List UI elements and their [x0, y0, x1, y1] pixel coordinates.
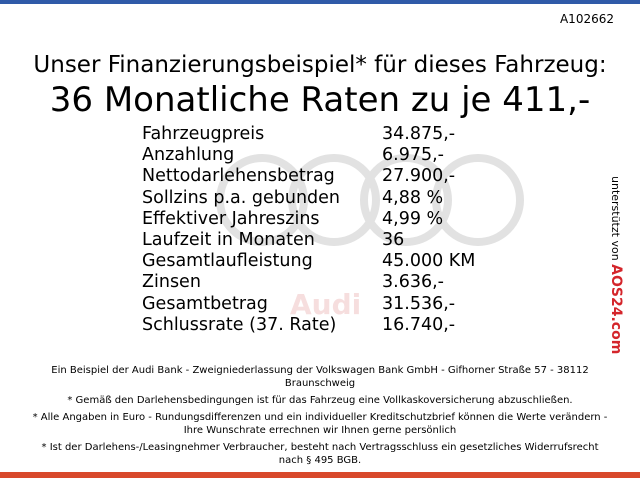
table-row: Nettodarlehensbetrag 27.900,- [0, 166, 600, 187]
sidebar-line: unterstützt von AOS24.com [608, 176, 624, 354]
subheadline: 36 Monatliche Raten zu je 411,- [49, 80, 591, 120]
logo: AOS24.com [608, 264, 624, 355]
footnote: * Gemäß den Darlehensbedingungen ist für… [67, 395, 573, 406]
table-row: Gesamtbetrag 31.536,- [0, 294, 600, 315]
row-value: 36 [382, 230, 405, 250]
footnote: * Ist der Darlehens-/Leasingnehmer Verbr… [41, 442, 599, 466]
row-label: Anzahlung [142, 145, 235, 166]
row-label: Fahrzeugpreis [142, 124, 265, 144]
footnote: * Alle Angaben in Euro - Rundungsdiffere… [32, 412, 608, 436]
row-label: Zinsen [142, 272, 201, 293]
row-value: 16.740,- [382, 314, 456, 335]
top-border [0, 0, 640, 4]
finance-table: Fahrzeugpreis 34.875,- Anzahlung 6.975,- Net… [0, 124, 600, 344]
row-label: Gesamtlaufleistung [142, 251, 313, 272]
row-label: Effektiver Jahreszins [142, 208, 320, 229]
table-row: Laufzeit in Monaten 36 [0, 230, 600, 251]
row-value: 27.900,- [382, 166, 456, 187]
row-value: 6.975,- [382, 145, 444, 166]
row-value: 4,88 % [382, 187, 444, 208]
row-label: Sollzins p.a. gebunden [142, 187, 341, 208]
headline: Unser Finanzierungsbeispiel* für dieses … [33, 52, 607, 78]
table-row: Fahrzeugpreis 34.875,- [0, 124, 600, 145]
row-label: Gesamtbetrag [142, 293, 268, 314]
sidebar-text: unterstützt von [609, 176, 622, 261]
table-row: Schlussrate (37. Rate) 16.740,- [0, 315, 600, 336]
row-value: 34.875,- [382, 124, 456, 144]
table-row: Sollzins p.a. gebunden 4,88 % [0, 188, 600, 209]
table-row: Gesamtlaufleistung 45.000 KM [0, 251, 600, 272]
row-value: 3.636,- [382, 272, 444, 293]
bottom-border [0, 472, 640, 478]
row-value: 4,99 % [382, 208, 444, 229]
row-label: Nettodarlehensbetrag [142, 166, 335, 187]
footnote: Ein Beispiel der Audi Bank - Zweignieder… [51, 365, 589, 389]
table-row: Zinsen 3.636,- [0, 272, 600, 293]
table-row: Anzahlung 6.975,- [0, 145, 600, 166]
row-label: Schlussrate (37. Rate) [142, 314, 337, 335]
reference: A102662 [559, 12, 614, 26]
row-label: Laufzeit in Monaten [142, 230, 315, 250]
table-row: Effektiver Jahreszins 4,99 % [0, 209, 600, 230]
row-value: 31.536,- [382, 293, 456, 314]
row-value: 45.000 KM [382, 251, 476, 272]
watermark: Audi [290, 288, 361, 321]
footnotes: Ein Beispiel der Audi Bank - Zweignieder… [30, 364, 610, 471]
sidebar: unterstützt von AOS24.com [602, 176, 632, 354]
